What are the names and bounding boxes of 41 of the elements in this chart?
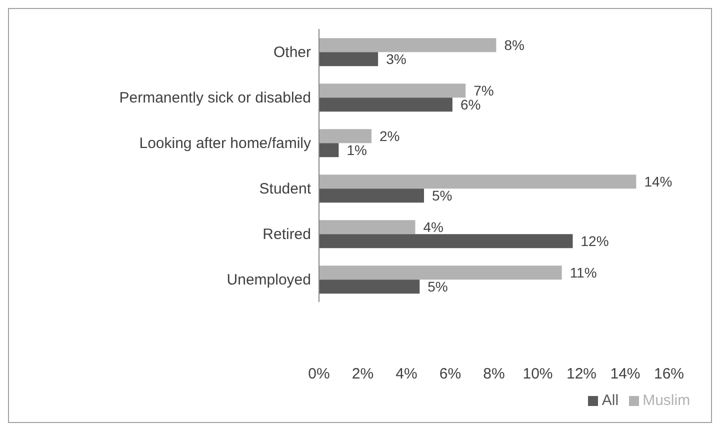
- bar: [319, 143, 339, 158]
- bar: [319, 280, 420, 294]
- x-tick-label: 6%: [439, 366, 462, 383]
- bar: [319, 188, 424, 203]
- data-label: 3%: [386, 51, 406, 68]
- data-label: 2%: [380, 128, 400, 144]
- x-tick-label: 16%: [654, 366, 684, 383]
- y-tick-label: Other: [273, 44, 312, 62]
- x-tick-label: 2%: [352, 366, 374, 383]
- bar: [319, 234, 573, 248]
- data-label: 12%: [580, 233, 609, 250]
- data-label: 5%: [432, 188, 452, 204]
- y-tick-label: Unemployed: [226, 272, 311, 289]
- data-label: 11%: [570, 264, 597, 281]
- data-label: 7%: [474, 82, 494, 99]
- x-tick-label: 10%: [522, 366, 553, 383]
- data-label: 6%: [460, 96, 481, 113]
- y-tick-label: Retired: [262, 226, 311, 244]
- x-tick-label: 8%: [483, 366, 505, 383]
- bar: [319, 220, 416, 234]
- bar: [319, 38, 496, 52]
- bar: [319, 266, 562, 280]
- y-tick-label: Looking after home/family: [139, 135, 312, 152]
- x-tick-label: 0%: [308, 366, 330, 383]
- bar: [319, 52, 378, 66]
- bar: [319, 84, 466, 98]
- legend-label: All: [602, 392, 619, 409]
- data-label: 1%: [346, 142, 367, 158]
- bar: [319, 98, 452, 112]
- x-tick-label: 4%: [396, 366, 418, 383]
- bar: [319, 174, 636, 189]
- data-label: 4%: [423, 219, 444, 236]
- data-label: 5%: [428, 278, 448, 295]
- y-tick-label: Permanently sick or disabled: [119, 90, 311, 107]
- bar: [319, 129, 372, 144]
- x-tick-label: 14%: [610, 366, 640, 383]
- data-label: 8%: [504, 37, 524, 54]
- legend-label: Muslim: [642, 392, 690, 409]
- y-tick-label: Student: [259, 180, 312, 198]
- data-label: 14%: [644, 174, 672, 190]
- x-tick-label: 12%: [566, 366, 597, 383]
